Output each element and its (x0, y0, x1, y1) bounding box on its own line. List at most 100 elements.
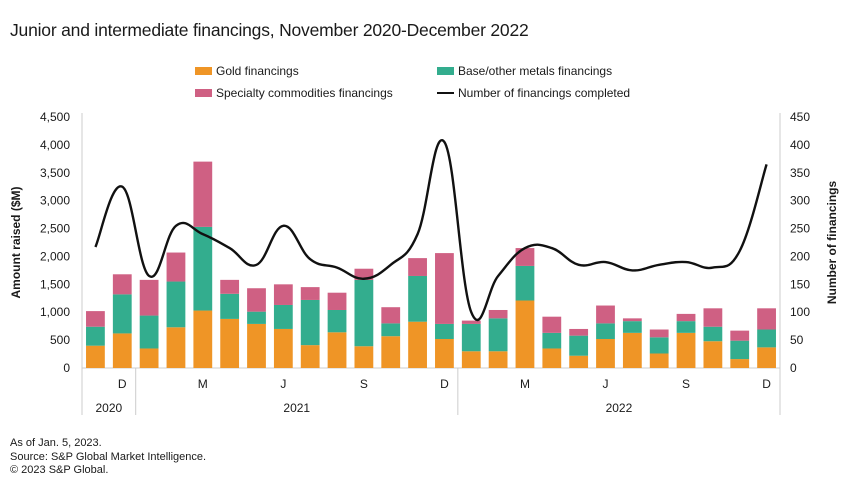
bar-specialty (408, 258, 427, 276)
bar-base (569, 335, 589, 356)
bar-specialty (327, 292, 347, 310)
bar-specialty (166, 252, 186, 282)
bar-specialty (139, 279, 159, 316)
y-tick-label-right: 450 (790, 110, 810, 124)
y-tick-label-left: 4,000 (40, 138, 70, 152)
bar-specialty (676, 313, 696, 322)
footer-copyright: © 2023 S&P Global. (10, 464, 109, 476)
bar-specialty (757, 308, 776, 330)
bar-base (649, 337, 669, 354)
footer-date: As of Jan. 5, 2023. (10, 437, 102, 449)
bar-gold (488, 351, 508, 368)
legend-label-base: Base/other metals financings (458, 64, 613, 78)
bar-base (220, 293, 240, 319)
bar-base (757, 329, 776, 348)
footer-source: Source: S&P Global Market Intelligence. (10, 450, 207, 463)
bar-gold (247, 323, 266, 368)
bar-base (381, 323, 401, 337)
y-tick-label-left: 2,000 (40, 249, 70, 263)
bar-gold (273, 328, 293, 368)
bar-specialty (596, 305, 615, 324)
bar-specialty (649, 329, 669, 338)
bar-base (542, 332, 562, 349)
year-label: 2022 (606, 401, 633, 415)
bar-specialty (703, 308, 723, 327)
bar-specialty (488, 309, 508, 319)
y-tick-label-left: 3,000 (40, 194, 70, 208)
chart-footer: As of Jan. 5, 2023. Source: S&P Global M… (10, 437, 206, 478)
bar-base (596, 323, 615, 339)
line-count-path (94, 138, 768, 322)
bar-base (622, 321, 642, 333)
bar-specialty (435, 253, 454, 324)
bar-gold (112, 333, 132, 368)
bar-gold (354, 346, 374, 368)
bar-base (300, 299, 320, 346)
bar-base (86, 326, 105, 346)
bar-gold (676, 332, 696, 368)
bar-gold (220, 318, 240, 368)
y-axis-title-left: Amount raised ($M) (9, 186, 23, 298)
y-tick-label-left: 1,000 (40, 305, 70, 319)
legend-label-count: Number of financings completed (458, 86, 631, 100)
y-tick-label-right: 0 (790, 361, 797, 375)
bar-specialty (220, 279, 240, 294)
y-tick-label-left: 4,500 (40, 110, 70, 124)
bar-gold (622, 332, 642, 368)
month-label: S (360, 377, 368, 391)
legend-item-count: Number of financings completed (437, 86, 630, 100)
bar-base (247, 311, 266, 324)
legend-item-gold: Gold financings (195, 64, 299, 78)
bar-gold (86, 345, 105, 368)
chart-title: Junior and intermediate financings, Nove… (10, 20, 529, 40)
month-label: J (603, 377, 609, 391)
bar-specialty (542, 316, 562, 333)
y-tick-label-right: 150 (790, 277, 810, 291)
bar-specialty (515, 248, 535, 266)
bar-base (273, 304, 293, 329)
bar-specialty (461, 320, 481, 324)
year-label: 2020 (95, 401, 122, 415)
legend-label-gold: Gold financings (216, 64, 299, 78)
month-label: S (682, 377, 690, 391)
month-label: D (440, 377, 449, 391)
bar-base (193, 226, 213, 311)
y-tick-label-right: 100 (790, 305, 810, 319)
bar-gold (515, 300, 535, 368)
bar-base (435, 323, 454, 339)
year-label: 2021 (283, 401, 310, 415)
month-label: M (198, 377, 208, 391)
bar-specialty (273, 284, 293, 305)
legend-swatch-base (437, 67, 454, 75)
bar-specialty (300, 287, 320, 300)
month-label: D (762, 377, 771, 391)
y-tick-label-right: 50 (790, 333, 804, 347)
bar-gold (408, 321, 427, 368)
bar-gold (166, 327, 186, 368)
y-tick-label-right: 350 (790, 166, 810, 180)
bar-specialty (86, 311, 105, 327)
bar-base (166, 281, 186, 328)
bar-specialty (381, 307, 401, 324)
bar-gold (381, 336, 401, 368)
y-tick-label-left: 3,500 (40, 166, 70, 180)
bar-base (703, 326, 723, 342)
bar-gold (193, 310, 213, 368)
bar-specialty (193, 161, 213, 227)
bar-base (112, 294, 132, 334)
bar-gold (300, 345, 320, 368)
month-label: M (520, 377, 530, 391)
bar-base (408, 275, 427, 322)
bar-gold (435, 338, 454, 368)
bar-specialty (730, 330, 750, 341)
y-tick-label-right: 250 (790, 222, 810, 236)
bar-base (139, 315, 159, 349)
bar-gold (139, 348, 159, 368)
bar-specialty (569, 328, 589, 336)
y-axis-title-right: Number of financings (825, 181, 839, 305)
bars (86, 161, 776, 368)
y-tick-label-left: 2,500 (40, 222, 70, 236)
bar-specialty (354, 268, 374, 280)
bar-gold (461, 351, 481, 368)
